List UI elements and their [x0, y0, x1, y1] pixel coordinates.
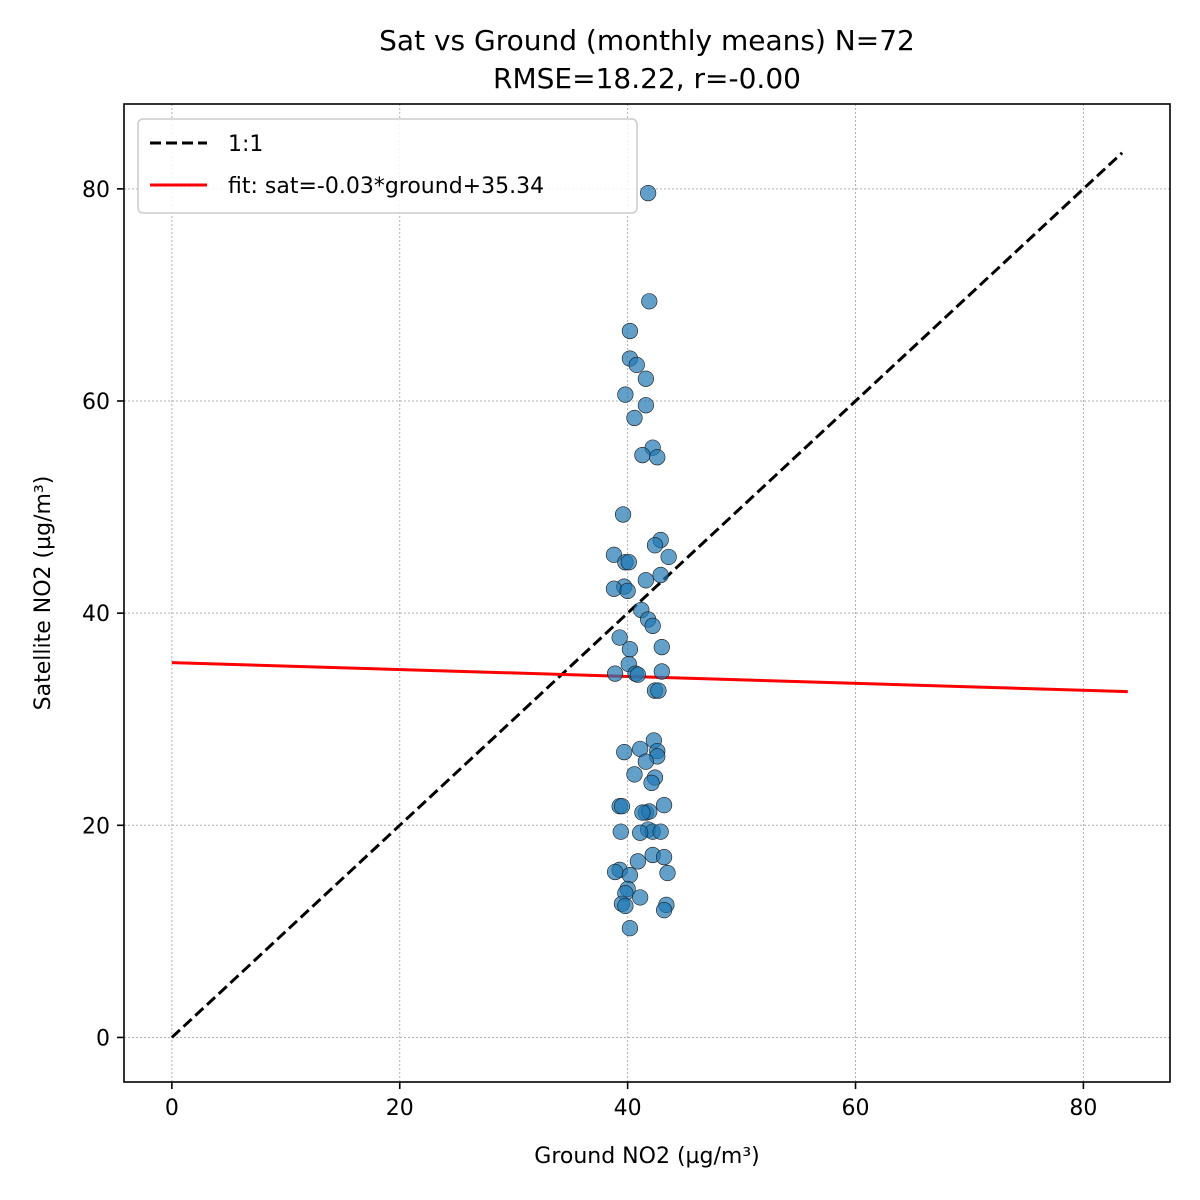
scatter-points	[605, 185, 677, 937]
x-axis-ticks: 0 20 40 60 80	[165, 1082, 1097, 1121]
scatter-point	[611, 629, 628, 646]
x-tick-label: 60	[842, 1096, 870, 1121]
chart-title-line1: Sat vs Ground (monthly means) N=72	[379, 24, 915, 57]
scatter-point	[629, 853, 646, 870]
scatter-point	[646, 537, 664, 554]
x-tick-label: 0	[165, 1096, 179, 1121]
scatter-point	[659, 864, 676, 882]
scatter-point	[653, 663, 670, 680]
y-tick-label: 80	[82, 178, 110, 203]
scatter-point	[655, 849, 673, 866]
chart-title-line2: RMSE=18.22, r=-0.00	[493, 62, 801, 95]
y-tick-label: 0	[96, 1026, 110, 1051]
scatter-point	[612, 823, 629, 840]
x-axis-label: Ground NO2 (µg/m³)	[534, 1144, 759, 1169]
scatter-point	[637, 753, 654, 770]
line-series	[170, 151, 1128, 1039]
one-to-one-line	[170, 151, 1124, 1039]
scatter-point	[641, 293, 658, 310]
scatter-point	[653, 638, 670, 656]
y-tick-label: 40	[82, 602, 110, 627]
scatter-point	[617, 386, 634, 403]
scatter-point	[637, 370, 654, 387]
scatter-point	[605, 580, 623, 597]
scatter-point	[650, 682, 667, 699]
y-axis-ticks: 0 20 40 60 80	[82, 178, 124, 1051]
legend: 1:1 fit: sat=-0.03*ground+35.34	[137, 118, 638, 214]
scatter-point	[655, 902, 673, 919]
scatter-point	[620, 554, 637, 571]
scatter-point	[614, 506, 632, 523]
scatter-point	[634, 804, 651, 821]
scatter-point	[644, 617, 661, 634]
scatter-point	[626, 766, 643, 783]
scatter-point	[629, 666, 646, 683]
scatter-point	[649, 449, 666, 466]
scatter-point	[652, 566, 669, 584]
y-tick-label: 20	[82, 814, 110, 839]
scatter-point	[637, 397, 654, 414]
scatter-point	[621, 867, 639, 884]
y-axis-label: Satellite NO2 (µg/m³)	[31, 476, 56, 711]
legend-box	[137, 118, 638, 214]
scatter-point	[643, 774, 660, 791]
scatter-point	[606, 863, 624, 881]
scatter-point	[605, 546, 623, 563]
legend-label-one-to-one: 1:1	[228, 132, 263, 157]
x-tick-label: 40	[614, 1096, 642, 1121]
plot-area-frame	[123, 103, 1171, 1083]
scatter-point	[637, 572, 654, 589]
scatter-point	[632, 824, 649, 841]
scatter-point	[621, 641, 639, 658]
scatter-point	[628, 356, 645, 374]
scatter-point	[655, 797, 673, 814]
scatter-point	[652, 823, 669, 840]
scatter-point	[619, 582, 636, 599]
scatter-point	[621, 920, 639, 937]
scatter-point	[640, 185, 657, 202]
x-tick-label: 80	[1069, 1096, 1097, 1121]
scatter-point	[606, 665, 624, 682]
scatter-point	[632, 889, 649, 906]
scatter-point	[616, 744, 633, 761]
fit-line	[171, 661, 1128, 694]
scatter-point	[617, 897, 634, 915]
scatter-point	[621, 322, 639, 340]
x-tick-label: 20	[386, 1096, 414, 1121]
y-tick-label: 60	[82, 390, 110, 415]
legend-label-fit-line: fit: sat=-0.03*ground+35.34	[228, 174, 544, 199]
scatter-point	[660, 548, 677, 566]
scatter-point	[613, 798, 631, 815]
scatter-point	[634, 447, 651, 464]
scatter-point	[626, 409, 643, 427]
